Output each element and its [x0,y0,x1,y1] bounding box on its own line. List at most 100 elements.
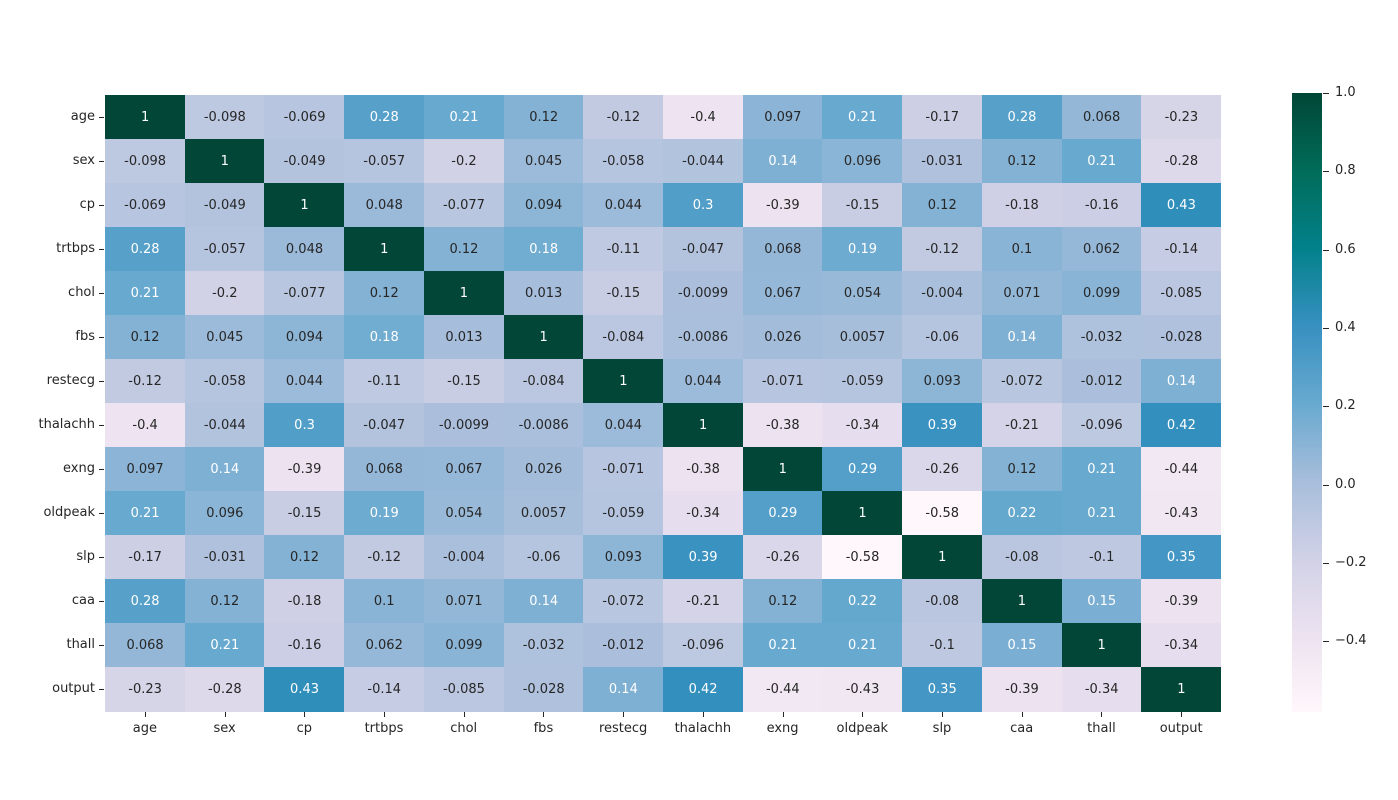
y-tick-mark [99,425,104,426]
heatmap-cell-age-sex: -0.098 [184,95,265,140]
cell-value: -0.15 [845,197,880,213]
colorbar-tick-mark [1323,328,1329,330]
y-tick-mark [99,337,104,338]
cell-value: -0.2 [212,285,238,301]
heatmap-cell-thalachh-fbs: -0.0086 [503,403,584,448]
heatmap-cell-exng-thall: 0.21 [1061,447,1142,492]
heatmap-cell-output-cp: 0.43 [264,667,345,712]
heatmap-cell-trtbps-caa: 0.1 [981,227,1063,272]
cell-value: 0.39 [927,417,957,433]
heatmap-cell-sex-thalachh: -0.044 [663,139,744,184]
y-tick-mark [99,161,104,162]
cell-value: -0.028 [1160,329,1203,345]
cell-value: 0.12 [1007,461,1037,477]
heatmap-cell-slp-output: 0.35 [1141,535,1222,580]
cell-value: 0.12 [529,109,559,125]
heatmap-cell-slp-thall: -0.1 [1061,535,1142,580]
heatmap-cell-fbs-age: 0.12 [105,315,186,360]
heatmap-cell-trtbps-output: -0.14 [1141,227,1222,272]
cell-value: -0.032 [522,637,565,653]
heatmap-cell-thalachh-oldpeak: -0.34 [822,403,903,448]
heatmap-cell-caa-thalachh: -0.21 [663,579,744,624]
heatmap-cell-slp-trtbps: -0.12 [344,535,425,580]
heatmap-cell-cp-trtbps: 0.048 [344,183,425,228]
heatmap-cell-fbs-output: -0.028 [1141,315,1222,360]
heatmap-cell-output-exng: -0.44 [742,667,823,712]
cell-value: 0.099 [1083,285,1121,301]
cell-value: -0.06 [925,329,960,345]
heatmap-cell-cp-sex: -0.049 [184,183,265,228]
cell-value: -0.12 [925,241,960,257]
heatmap-cell-trtbps-thall: 0.062 [1061,227,1142,272]
heatmap-cell-thall-thall: 1 [1061,623,1142,668]
heatmap-cell-thall-cp: -0.16 [264,623,345,668]
cell-value: 0.3 [294,417,315,433]
heatmap-cell-slp-slp: 1 [902,535,983,580]
heatmap-cell-sex-oldpeak: 0.096 [822,139,903,184]
heatmap-cell-thalachh-slp: 0.39 [902,403,983,448]
cell-value: -0.1 [929,637,955,653]
heatmap-cell-caa-cp: -0.18 [264,579,345,624]
heatmap-cell-oldpeak-age: 0.21 [105,491,186,536]
y-tick-mark [99,117,104,118]
cell-value: 0.12 [210,593,240,609]
heatmap-cell-thall-restecg: -0.012 [583,623,664,668]
cell-value: -0.085 [442,681,485,697]
cell-value: 0.048 [365,197,403,213]
cell-value: 0.14 [1007,329,1037,345]
heatmap-cell-oldpeak-exng: 0.29 [742,491,823,536]
heatmap-cell-caa-exng: 0.12 [742,579,823,624]
cell-value: -0.08 [1005,549,1039,565]
cell-value: 0.068 [764,241,802,257]
cell-value: 0.054 [445,505,483,521]
heatmap-cell-cp-output: 0.43 [1141,183,1222,228]
heatmap-cell-oldpeak-caa: 0.22 [981,491,1063,536]
cell-value: -0.43 [1164,505,1199,521]
heatmap-cell-fbs-restecg: -0.084 [583,315,664,360]
heatmap-cell-fbs-oldpeak: 0.0057 [822,315,903,360]
cell-value: -0.28 [1164,153,1199,169]
y-tick-mark [99,293,104,294]
cell-value: -0.031 [921,153,964,169]
cell-value: 0.3 [692,197,714,213]
colorbar [1292,93,1322,712]
cell-value: -0.16 [1084,197,1119,213]
cell-value: -0.21 [686,593,720,609]
heatmap-cell-thall-thalachh: -0.096 [663,623,744,668]
cell-value: -0.15 [447,373,481,389]
cell-value: -0.23 [128,681,162,697]
cell-value: -0.077 [442,197,485,213]
x-tick-label-slp: slp [932,721,952,736]
heatmap-cell-cp-caa: -0.18 [981,183,1063,228]
heatmap-cell-trtbps-fbs: 0.18 [503,227,584,272]
colorbar-tick-label: 0.2 [1335,398,1356,414]
cell-value: -0.39 [1005,681,1039,697]
y-tick-label-thall: thall [66,637,95,652]
heatmap-cell-sex-thall: 0.21 [1061,139,1142,184]
x-tick-mark [543,712,545,717]
cell-value: 0.12 [927,197,957,213]
y-tick-label-restecg: restecg [46,373,95,388]
y-tick-label-trtbps: trtbps [56,241,95,256]
colorbar-tick-mark [1323,171,1329,173]
cell-value: -0.12 [606,109,641,125]
heatmap-cell-age-thall: 0.068 [1061,95,1142,140]
x-tick-label-cp: cp [296,721,312,736]
heatmap-cell-sex-fbs: 0.045 [503,139,584,184]
cell-value: 0.067 [764,285,802,301]
heatmap-cell-fbs-cp: 0.094 [264,315,345,360]
colorbar-tick-label: −0.4 [1335,633,1367,649]
y-tick-mark [99,513,104,514]
cell-value: -0.069 [124,197,167,213]
heatmap-cell-thalachh-cp: 0.3 [264,403,345,448]
heatmap-cell-age-thalachh: -0.4 [663,95,744,140]
colorbar-gradient [1292,93,1322,712]
cell-value: -0.0099 [678,285,729,301]
heatmap-cell-age-chol: 0.21 [423,95,505,140]
x-tick-label-thall: thall [1087,721,1116,736]
heatmap-cell-fbs-slp: -0.06 [902,315,983,360]
cell-value: 0.14 [1166,373,1196,389]
heatmap-cell-exng-oldpeak: 0.29 [822,447,903,492]
heatmap-cell-thall-slp: -0.1 [902,623,983,668]
cell-value: 0.093 [604,549,642,565]
